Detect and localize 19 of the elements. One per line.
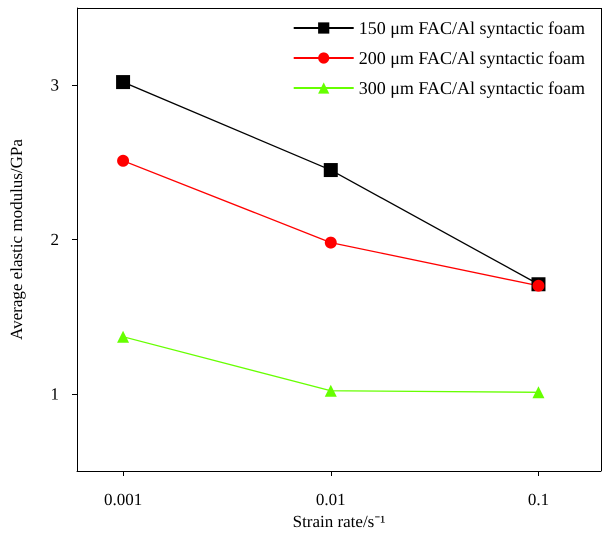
x-axis-title: Strain rate/s⁻¹: [292, 512, 386, 531]
point: [116, 75, 130, 90]
point: [324, 384, 337, 397]
point: [532, 386, 544, 398]
y-tick-label: 2: [50, 230, 59, 249]
x-tick-label: 0.01: [316, 490, 346, 509]
point: [324, 163, 338, 178]
x-tick-label: 0.001: [104, 490, 142, 509]
x-tick-label: 0.1: [528, 490, 550, 509]
legend-label: 150 μm FAC/Al syntactic foam: [358, 18, 586, 38]
y-tick-label: 3: [50, 76, 59, 95]
legend-label: 200 μm FAC/Al syntactic foam: [358, 48, 586, 68]
point: [117, 154, 130, 167]
point: [324, 236, 337, 249]
point: [532, 280, 544, 292]
point: [117, 330, 130, 343]
y-tick-label: 1: [50, 384, 59, 404]
y-axis-title: Average elastic modulus/GPa: [7, 138, 26, 340]
legend-label: 300 μm FAC/Al syntactic foam: [358, 78, 586, 98]
